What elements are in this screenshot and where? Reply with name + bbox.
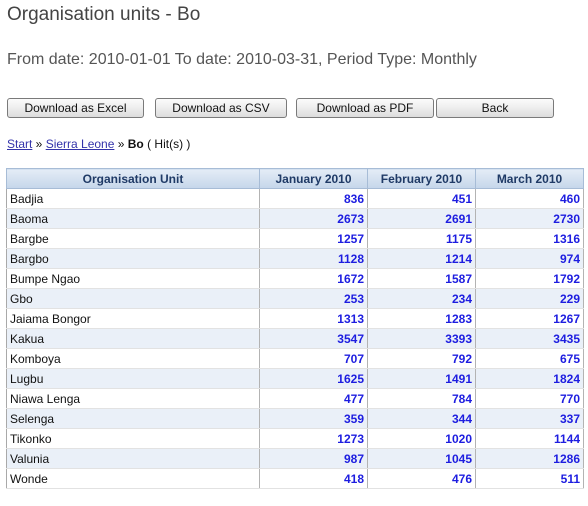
february-value-cell: 3393 xyxy=(367,328,476,349)
unit-name-cell: Baoma xyxy=(6,208,260,229)
march-value-cell: 675 xyxy=(475,348,584,369)
table-row: Gbo 253 234 229 xyxy=(6,288,584,309)
unit-name-cell: Bargbo xyxy=(6,248,260,269)
unit-name-cell: Niawa Lenga xyxy=(6,388,260,409)
table-header-row: Organisation Unit January 2010 February … xyxy=(6,168,584,189)
unit-name-cell: Wonde xyxy=(6,468,260,489)
february-value-cell: 784 xyxy=(367,388,476,409)
january-value-cell: 836 xyxy=(259,188,368,209)
february-value-cell: 1214 xyxy=(367,248,476,269)
february-value-cell: 1175 xyxy=(367,228,476,249)
march-value-cell: 229 xyxy=(475,288,584,309)
january-value-cell: 1128 xyxy=(259,248,368,269)
february-value-cell: 1283 xyxy=(367,308,476,329)
column-header-unit[interactable]: Organisation Unit xyxy=(6,168,260,189)
february-value-cell: 792 xyxy=(367,348,476,369)
table-row: Baoma 2673 2691 2730 xyxy=(6,208,584,229)
january-value-cell: 1625 xyxy=(259,368,368,389)
unit-name-cell: Bargbe xyxy=(6,228,260,249)
january-value-cell: 1672 xyxy=(259,268,368,289)
january-value-cell: 359 xyxy=(259,408,368,429)
january-value-cell: 418 xyxy=(259,468,368,489)
table-row: Niawa Lenga 477 784 770 xyxy=(6,388,584,409)
january-value-cell: 253 xyxy=(259,288,368,309)
unit-name-cell: Bumpe Ngao xyxy=(6,268,260,289)
unit-name-cell: Jaiama Bongor xyxy=(6,308,260,329)
unit-name-cell: Lugbu xyxy=(6,368,260,389)
table-row: Lugbu 1625 1491 1824 xyxy=(6,368,584,389)
unit-name-cell: Valunia xyxy=(6,448,260,469)
february-value-cell: 476 xyxy=(367,468,476,489)
february-value-cell: 1491 xyxy=(367,368,476,389)
january-value-cell: 2673 xyxy=(259,208,368,229)
back-button[interactable]: Back xyxy=(436,98,554,118)
march-value-cell: 511 xyxy=(475,468,584,489)
march-value-cell: 1286 xyxy=(475,448,584,469)
january-value-cell: 1273 xyxy=(259,428,368,449)
unit-name-cell: Kakua xyxy=(6,328,260,349)
march-value-cell: 1316 xyxy=(475,228,584,249)
february-value-cell: 234 xyxy=(367,288,476,309)
table-row: Valunia 987 1045 1286 xyxy=(6,448,584,469)
march-value-cell: 974 xyxy=(475,248,584,269)
unit-name-cell: Tikonko xyxy=(6,428,260,449)
table-row: Wonde 418 476 511 xyxy=(6,468,584,489)
unit-name-cell: Badjia xyxy=(6,188,260,209)
breadcrumb-hits: ( Hit(s) ) xyxy=(143,137,191,151)
unit-name-cell: Selenga xyxy=(6,408,260,429)
january-value-cell: 1313 xyxy=(259,308,368,329)
march-value-cell: 337 xyxy=(475,408,584,429)
march-value-cell: 2730 xyxy=(475,208,584,229)
march-value-cell: 770 xyxy=(475,388,584,409)
table-row: Bargbo 1128 1214 974 xyxy=(6,248,584,269)
february-value-cell: 344 xyxy=(367,408,476,429)
january-value-cell: 3547 xyxy=(259,328,368,349)
table-row: Komboya 707 792 675 xyxy=(6,348,584,369)
page-title: Organisation units - Bo xyxy=(7,4,201,25)
march-value-cell: 460 xyxy=(475,188,584,209)
breadcrumb-separator: » xyxy=(114,137,128,151)
breadcrumb-country-link[interactable]: Sierra Leone xyxy=(45,137,115,151)
march-value-cell: 1267 xyxy=(475,308,584,329)
january-value-cell: 987 xyxy=(259,448,368,469)
february-value-cell: 2691 xyxy=(367,208,476,229)
march-value-cell: 3435 xyxy=(475,328,584,349)
february-value-cell: 1020 xyxy=(367,428,476,449)
january-value-cell: 1257 xyxy=(259,228,368,249)
table-row: Badjia 836 451 460 xyxy=(6,188,584,209)
february-value-cell: 451 xyxy=(367,188,476,209)
download-pdf-button[interactable]: Download as PDF xyxy=(296,98,434,118)
table-row: Bargbe 1257 1175 1316 xyxy=(6,228,584,249)
table-row: Selenga 359 344 337 xyxy=(6,408,584,429)
breadcrumb-current: Bo xyxy=(127,137,144,151)
download-csv-button[interactable]: Download as CSV xyxy=(155,98,287,118)
column-header-january[interactable]: January 2010 xyxy=(259,168,368,189)
january-value-cell: 707 xyxy=(259,348,368,369)
breadcrumb: Start » Sierra Leone » Bo ( Hit(s) ) xyxy=(7,137,190,151)
march-value-cell: 1792 xyxy=(475,268,584,289)
breadcrumb-start-link[interactable]: Start xyxy=(7,137,33,151)
period-summary: From date: 2010-01-01 To date: 2010-03-3… xyxy=(7,51,477,68)
column-header-february[interactable]: February 2010 xyxy=(367,168,476,189)
february-value-cell: 1045 xyxy=(367,448,476,469)
breadcrumb-separator: » xyxy=(32,137,46,151)
table-row: Bumpe Ngao 1672 1587 1792 xyxy=(6,268,584,289)
column-header-march[interactable]: March 2010 xyxy=(475,168,584,189)
org-units-table: Organisation Unit January 2010 February … xyxy=(6,168,584,489)
table-row: Kakua 3547 3393 3435 xyxy=(6,328,584,349)
unit-name-cell: Komboya xyxy=(6,348,260,369)
download-excel-button[interactable]: Download as Excel xyxy=(7,98,144,118)
march-value-cell: 1144 xyxy=(475,428,584,449)
unit-name-cell: Gbo xyxy=(6,288,260,309)
table-row: Tikonko 1273 1020 1144 xyxy=(6,428,584,449)
table-row: Jaiama Bongor 1313 1283 1267 xyxy=(6,308,584,329)
february-value-cell: 1587 xyxy=(367,268,476,289)
march-value-cell: 1824 xyxy=(475,368,584,389)
january-value-cell: 477 xyxy=(259,388,368,409)
